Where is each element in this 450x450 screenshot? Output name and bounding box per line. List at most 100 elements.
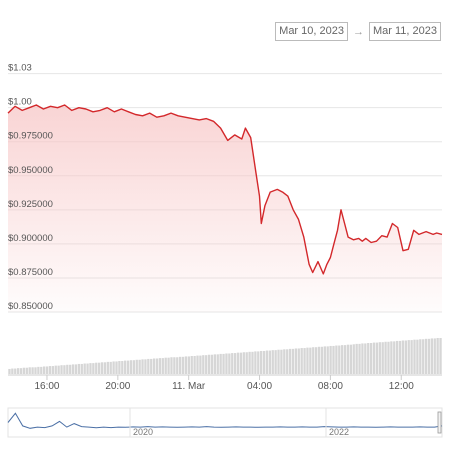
volume-bar xyxy=(118,361,121,374)
volume-bar xyxy=(16,368,20,374)
volume-bar xyxy=(367,343,370,374)
volume-bar xyxy=(222,353,225,374)
volume-bar xyxy=(8,368,11,374)
range-from-input[interactable]: Mar 10, 2023 xyxy=(275,22,348,41)
volume-bar xyxy=(320,346,324,374)
navigator-line xyxy=(7,412,443,429)
y-tick-label: $0.900000 xyxy=(8,233,53,244)
range-arrow-icon: → xyxy=(352,25,364,38)
volume-bar xyxy=(309,347,312,374)
volume-bar xyxy=(375,342,379,374)
navigator-handle[interactable] xyxy=(437,411,442,434)
volume-bar xyxy=(341,345,344,374)
volume-bar xyxy=(86,363,89,374)
volume-bar xyxy=(155,358,159,374)
volume-bar xyxy=(106,361,109,374)
volume-bar xyxy=(176,357,179,374)
volume-bar xyxy=(312,347,315,374)
volume-bar xyxy=(398,340,402,374)
y-tick-label: $0.975000 xyxy=(8,131,53,142)
volume-bar xyxy=(135,359,138,374)
volume-bar xyxy=(407,340,410,374)
date-range-selector: Mar 10, 2023 → Mar 11, 2023 xyxy=(275,22,441,41)
volume-bar xyxy=(378,342,381,374)
volume-bar xyxy=(132,360,136,374)
volume-bar xyxy=(14,368,17,374)
y-tick-label: $1.00 xyxy=(8,97,32,108)
volume-bar xyxy=(419,339,422,374)
volume-bar xyxy=(433,338,436,374)
volume-bar xyxy=(80,363,83,374)
volume-bar xyxy=(372,342,376,374)
volume-bar xyxy=(51,366,54,374)
volume-bar xyxy=(245,352,248,374)
volume-bar xyxy=(216,354,219,374)
volume-bar xyxy=(63,365,66,374)
x-tick-label: 08:00 xyxy=(318,381,343,392)
volume-bar xyxy=(60,365,63,374)
volume-bar xyxy=(25,367,28,374)
navigator-year-label: 2022 xyxy=(329,427,349,437)
volume-bar xyxy=(326,346,329,374)
navigator[interactable]: 2020 2022 xyxy=(7,407,443,438)
volume-bar xyxy=(144,359,147,374)
volume-bar xyxy=(358,343,361,374)
volume-bar xyxy=(158,358,162,374)
volume-bar xyxy=(115,361,118,374)
volume-bar xyxy=(121,361,124,374)
volume-bar xyxy=(369,343,373,374)
volume-bar xyxy=(271,350,274,374)
volume-bar xyxy=(401,340,405,374)
volume-bar xyxy=(233,353,237,374)
volume-bar xyxy=(236,352,240,374)
volume-bar xyxy=(22,367,26,374)
price-area-fill xyxy=(8,105,442,312)
volume-bar xyxy=(31,367,34,374)
x-axis: 16:00 20:00 11. Mar 04:00 08:00 12:00 xyxy=(8,374,442,392)
volume-bar xyxy=(126,360,130,374)
volume-bar xyxy=(338,345,341,374)
navigator-year-label: 2020 xyxy=(133,427,153,437)
volume-bar xyxy=(384,341,387,374)
volume-bar xyxy=(225,353,228,374)
volume-bar xyxy=(436,338,439,374)
volume-bar xyxy=(364,343,367,374)
volume-bar xyxy=(294,348,298,374)
volume-bar xyxy=(306,347,309,374)
volume-bar xyxy=(323,346,326,374)
x-tick-label: 11. Mar xyxy=(172,381,206,392)
volume-bar xyxy=(34,367,37,374)
volume-bar xyxy=(387,341,390,374)
y-tick-label: $0.950000 xyxy=(8,165,53,176)
volume-bar xyxy=(37,366,40,374)
volume-bar xyxy=(300,348,303,374)
volume-bar xyxy=(100,362,104,374)
volume-bar xyxy=(251,351,254,374)
volume-bar xyxy=(291,348,295,374)
volume-bar xyxy=(231,353,234,374)
volume-bar xyxy=(138,359,141,374)
volume-bar xyxy=(314,347,318,374)
volume-bar xyxy=(228,353,231,374)
volume-bar xyxy=(268,350,271,374)
volume-bar xyxy=(413,339,416,374)
volume-bar xyxy=(193,356,196,374)
volume-bar xyxy=(187,356,190,374)
volume-bar xyxy=(210,354,214,374)
volume-bar xyxy=(124,360,127,374)
volume-bar xyxy=(54,365,57,374)
volume-bar xyxy=(179,356,182,374)
volume-bar xyxy=(71,364,75,374)
volume-bar xyxy=(303,348,306,374)
volume-bar xyxy=(332,345,335,374)
volume-bar xyxy=(97,362,101,374)
volume-bar xyxy=(286,349,289,374)
volume-bar xyxy=(280,349,283,374)
volume-bar xyxy=(439,338,442,374)
volume-bar xyxy=(57,365,60,374)
volume-bar xyxy=(283,349,286,374)
volume-bar xyxy=(257,351,260,374)
volume-bar xyxy=(422,339,425,374)
range-to-input[interactable]: Mar 11, 2023 xyxy=(368,22,441,41)
